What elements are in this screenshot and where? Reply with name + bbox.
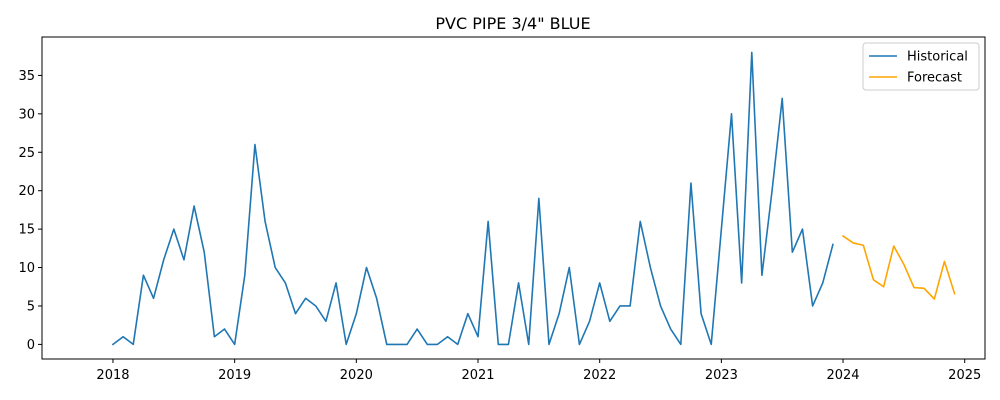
chart-title: PVC PIPE 3/4" BLUE — [435, 14, 590, 33]
legend-label-forecast: Forecast — [907, 71, 962, 86]
x-tick-label: 2018 — [96, 368, 129, 383]
legend: Historical Forecast — [862, 42, 980, 91]
legend-box — [862, 42, 980, 91]
y-tick-label: 30 — [18, 107, 35, 122]
y-tick-label: 25 — [18, 146, 35, 161]
axes-frame — [41, 36, 986, 360]
x-tick-label: 2022 — [583, 368, 616, 383]
x-tick-label: 2024 — [826, 368, 859, 383]
x-tick-label: 2025 — [948, 368, 981, 383]
y-tick-label: 5 — [27, 299, 35, 314]
y-tick-label: 10 — [18, 261, 35, 276]
series-line-historical — [111, 51, 834, 346]
y-tick-label: 0 — [27, 338, 35, 353]
y-tick-label: 20 — [18, 184, 35, 199]
series-line-forecast — [841, 234, 956, 300]
plot-area: 2018 2019 2020 2021 2022 2023 2024 202505101520… — [18, 51, 981, 383]
y-tick-label: 35 — [18, 69, 35, 84]
legend-label-historical: Historical — [907, 50, 968, 65]
y-tick-label: 15 — [18, 223, 35, 238]
x-tick-label: 2021 — [461, 368, 494, 383]
x-tick-label: 2023 — [705, 368, 738, 383]
x-tick-label: 2019 — [218, 368, 251, 383]
x-tick-label: 2020 — [340, 368, 373, 383]
